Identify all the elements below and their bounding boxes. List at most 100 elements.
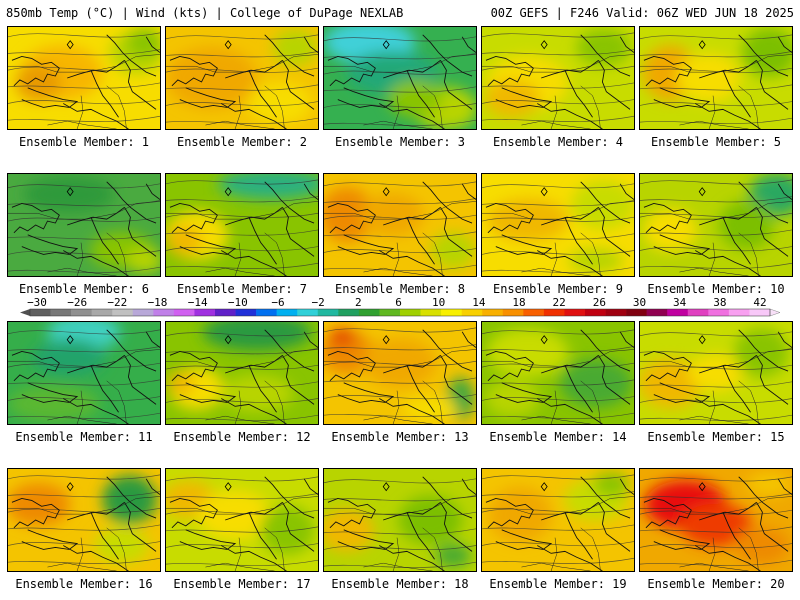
scale-swatch <box>91 309 113 316</box>
ensemble-member-16-map <box>7 468 161 572</box>
color-scale: −30 −26 −22 −18 −14 −10 −6 −2 2 6 10 14 18 22 26 30 34 38… <box>0 296 800 322</box>
scale-tick-label: 26 <box>593 296 606 309</box>
scale-swatch <box>379 309 401 316</box>
scale-swatch <box>687 309 709 316</box>
scale-tick-label: 22 <box>553 296 566 309</box>
scale-swatch <box>441 309 462 316</box>
ensemble-member-17-map <box>165 468 319 572</box>
ensemble-member-6-caption: Ensemble Member: 6 <box>18 282 150 296</box>
scale-swatch <box>400 309 421 316</box>
ensemble-member-12-map <box>165 321 319 425</box>
scale-swatch <box>256 309 277 316</box>
scale-swatch <box>461 309 483 316</box>
scale-swatch <box>564 309 586 316</box>
scale-swatch <box>132 309 154 316</box>
scale-tick-label: 2 <box>355 296 362 309</box>
ensemble-member-14-caption: Ensemble Member: 14 <box>489 430 627 444</box>
ensemble-member-20-caption: Ensemble Member: 20 <box>647 577 785 591</box>
ensemble-member-1-map <box>7 26 161 130</box>
ensemble-member-20-map <box>639 468 793 572</box>
scale-tick-label: −22 <box>107 296 127 309</box>
scale-swatch <box>482 309 504 316</box>
scale-swatch <box>71 309 92 316</box>
ensemble-member-4-map <box>481 26 635 130</box>
scale-swatch <box>338 309 360 316</box>
scale-tick-label: −26 <box>67 296 87 309</box>
ensemble-member-5-map <box>639 26 793 130</box>
scale-swatch <box>728 309 750 316</box>
scale-swatch <box>585 309 606 316</box>
scale-tick-label: −10 <box>228 296 248 309</box>
scale-tick-label: 14 <box>472 296 486 309</box>
ensemble-member-15-map <box>639 321 793 425</box>
scale-swatch <box>646 309 668 316</box>
ensemble-member-6-map <box>7 173 161 277</box>
scale-swatch <box>420 309 442 316</box>
scale-swatch <box>749 309 771 316</box>
scale-swatch <box>297 309 319 316</box>
scale-tick-label: −18 <box>148 296 168 309</box>
ensemble-member-19-map <box>481 468 635 572</box>
ensemble-member-13-map <box>323 321 477 425</box>
ensemble-member-10-caption: Ensemble Member: 10 <box>647 282 785 296</box>
scale-tick-label: −30 <box>27 296 47 309</box>
scale-swatch <box>605 309 627 316</box>
ensemble-member-19-caption: Ensemble Member: 19 <box>489 577 627 591</box>
ensemble-member-18-caption: Ensemble Member: 18 <box>331 577 469 591</box>
ensemble-member-11-caption: Ensemble Member: 11 <box>15 430 153 444</box>
ensemble-member-18-map <box>323 468 477 572</box>
ensemble-member-17-caption: Ensemble Member: 17 <box>173 577 311 591</box>
scale-swatch <box>523 309 545 316</box>
scale-swatch <box>502 309 524 316</box>
scale-swatch <box>30 309 51 316</box>
ensemble-member-7-map <box>165 173 319 277</box>
ensemble-member-15-caption: Ensemble Member: 15 <box>647 430 785 444</box>
scale-swatch <box>173 309 195 316</box>
scale-tick-label: 30 <box>633 296 646 309</box>
scale-swatch <box>112 309 134 316</box>
scale-swatch <box>317 309 339 316</box>
scale-right-arrow <box>769 308 781 317</box>
ensemble-member-5-caption: Ensemble Member: 5 <box>650 135 782 149</box>
ensemble-member-7-caption: Ensemble Member: 7 <box>176 282 308 296</box>
ensemble-member-1-caption: Ensemble Member: 1 <box>18 135 150 149</box>
scale-tick-label: −2 <box>312 296 325 309</box>
scale-swatch <box>215 309 236 316</box>
scale-swatch <box>358 309 380 316</box>
ensemble-member-2-caption: Ensemble Member: 2 <box>176 135 308 149</box>
scale-tick-label: 10 <box>432 296 445 309</box>
ensemble-member-16-caption: Ensemble Member: 16 <box>15 577 153 591</box>
ensemble-member-9-caption: Ensemble Member: 9 <box>492 282 624 296</box>
ensemble-member-14-map <box>481 321 635 425</box>
ensemble-member-8-caption: Ensemble Member: 8 <box>334 282 466 296</box>
scale-tick-label: 6 <box>395 296 402 309</box>
scale-swatch <box>276 309 298 316</box>
scale-swatch <box>235 309 257 316</box>
scale-swatch <box>153 309 175 316</box>
ensemble-member-12-caption: Ensemble Member: 12 <box>173 430 311 444</box>
ensemble-member-2-map <box>165 26 319 130</box>
scale-swatch <box>194 309 216 316</box>
scale-tick-label: 18 <box>512 296 525 309</box>
ensemble-member-8-map <box>323 173 477 277</box>
scale-tick-label: 42 <box>753 296 766 309</box>
ensemble-member-4-caption: Ensemble Member: 4 <box>492 135 624 149</box>
scale-swatch <box>708 309 730 316</box>
scale-tick-label: −14 <box>188 296 208 309</box>
header-left-title: 850mb Temp (°C) | Wind (kts) | College o… <box>6 6 404 20</box>
scale-swatch <box>667 309 689 316</box>
scale-left-arrow <box>20 309 30 316</box>
ensemble-member-3-caption: Ensemble Member: 3 <box>334 135 466 149</box>
scale-swatch <box>50 309 72 316</box>
ensemble-member-13-caption: Ensemble Member: 13 <box>331 430 469 444</box>
scale-swatch <box>543 309 565 316</box>
ensemble-member-11-map <box>7 321 161 425</box>
header-right-title: 00Z GEFS | F246 Valid: 06Z WED JUN 18 20… <box>490 6 794 20</box>
scale-tick-label: 34 <box>673 296 687 309</box>
scale-tick-label: 38 <box>713 296 726 309</box>
ensemble-member-9-map <box>481 173 635 277</box>
ensemble-member-3-map <box>323 26 477 130</box>
ensemble-member-10-map <box>639 173 793 277</box>
scale-swatch <box>626 309 647 316</box>
scale-tick-label: −6 <box>271 296 284 309</box>
